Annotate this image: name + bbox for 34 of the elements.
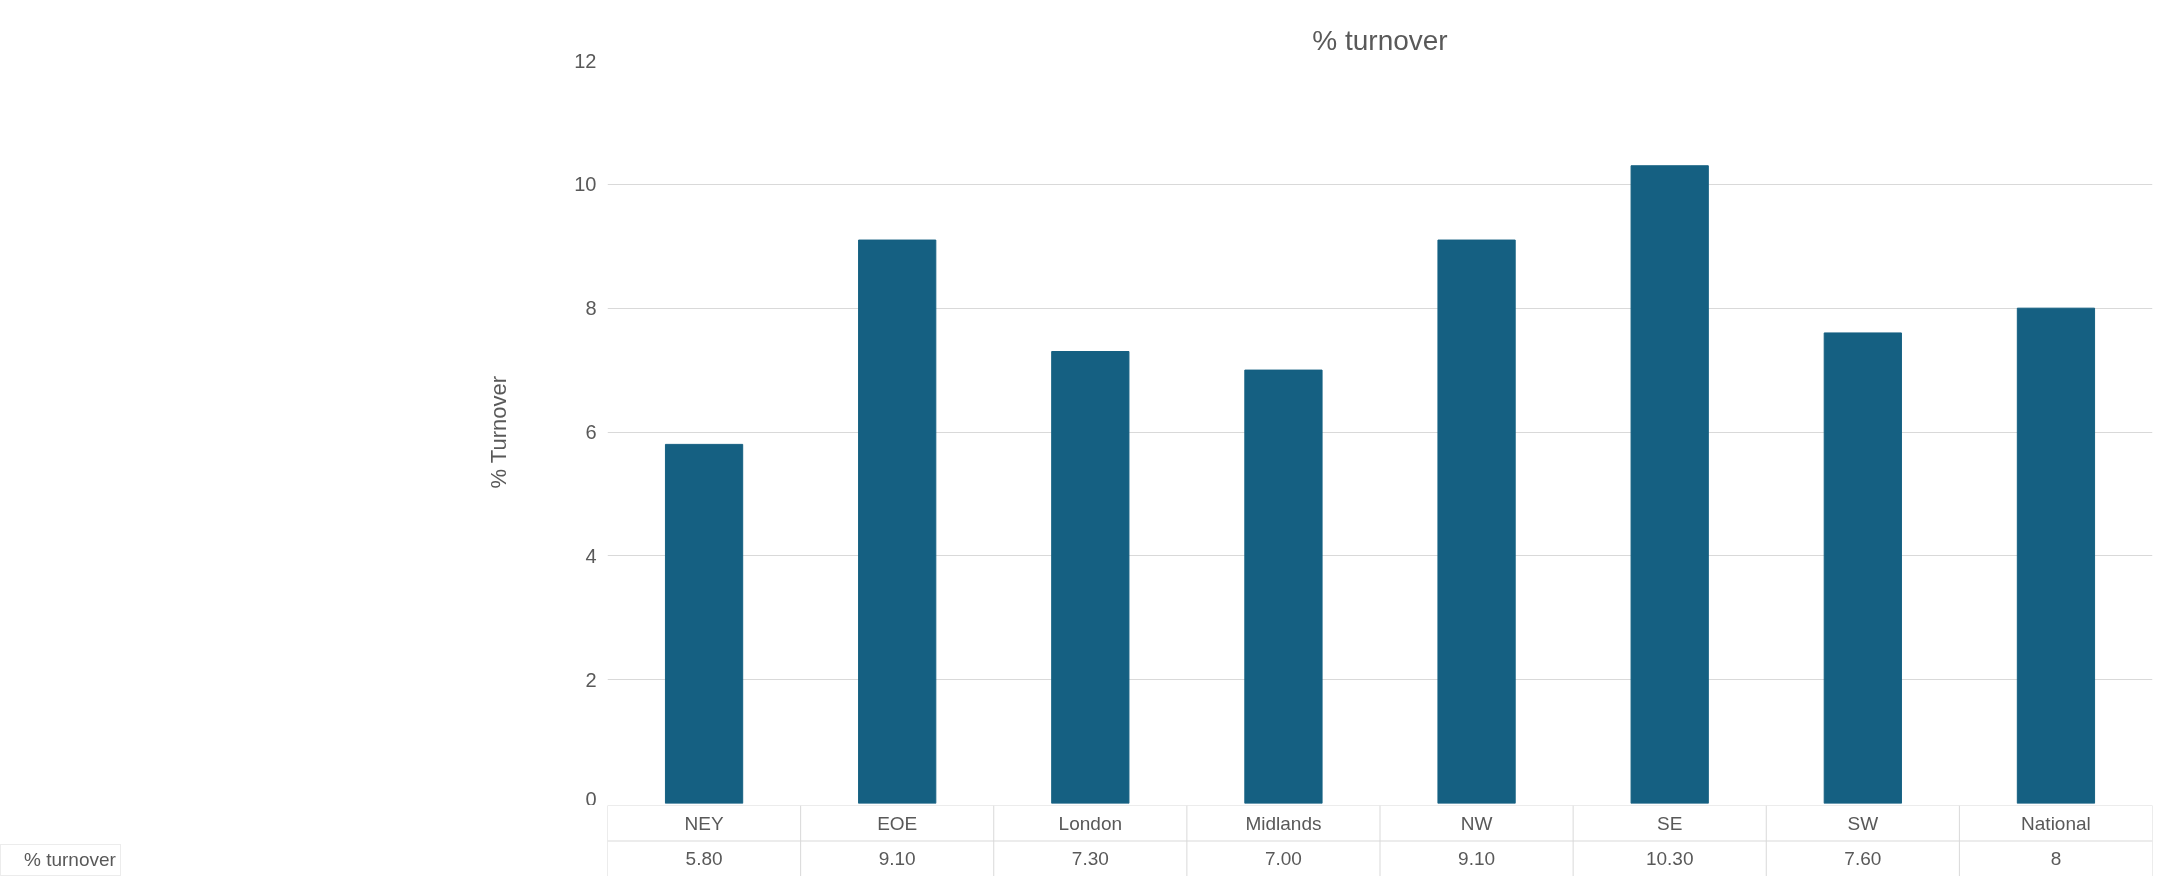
data-label: 7.30	[1071, 848, 1109, 870]
chart-title: % turnover	[1312, 24, 1448, 56]
bar	[664, 443, 744, 804]
x-tick-label: EOE	[877, 812, 918, 834]
data-label: 9.10	[1458, 848, 1496, 870]
y-tick-label: 4	[585, 544, 597, 567]
x-tick-label: London	[1058, 812, 1123, 834]
bar	[1630, 165, 1709, 804]
bar	[1244, 369, 1323, 804]
y-tick-label: 6	[585, 421, 597, 443]
data-label: 10.30	[1645, 848, 1694, 870]
y-tick-label: 0	[585, 787, 597, 810]
data-label: 5.80	[685, 848, 723, 870]
text: % turnover	[24, 849, 116, 871]
data-label: 7.00	[1264, 848, 1302, 870]
y-tick-label: 2	[585, 668, 597, 691]
y-tick-label: 10	[574, 173, 597, 196]
bar	[1823, 332, 1902, 804]
bar	[1051, 351, 1130, 804]
x-tick-label: Midlands	[1245, 812, 1322, 834]
bar	[1437, 239, 1516, 804]
x-tick-label: SW	[1847, 812, 1879, 834]
y-tick-label: 12	[574, 49, 597, 72]
x-tick-label: NEY	[684, 812, 724, 834]
y-axis-title: % Turnover	[486, 375, 512, 489]
data-label: 7.60	[1844, 848, 1882, 870]
bar	[858, 239, 937, 804]
x-tick-label: National	[2021, 812, 2091, 834]
x-tick-label: NW	[1460, 812, 1493, 834]
data-label: 9.10	[878, 848, 916, 870]
x-tick-label: SE	[1657, 812, 1683, 834]
bar	[2016, 307, 2096, 804]
y-tick-label: 8	[585, 297, 597, 320]
data-label: 8	[2050, 848, 2062, 870]
